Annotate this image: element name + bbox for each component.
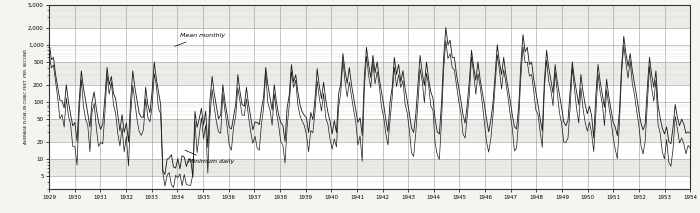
Text: Minimum daily: Minimum daily xyxy=(185,150,234,164)
Y-axis label: AVERAGE FLOW, IN CUBIC FEET  PER  SECOND: AVERAGE FLOW, IN CUBIC FEET PER SECOND xyxy=(24,49,28,144)
Bar xyxy=(49,119,690,142)
Bar xyxy=(49,5,690,27)
Bar xyxy=(49,62,690,85)
Text: Mean monthly: Mean monthly xyxy=(175,33,225,46)
Bar xyxy=(49,159,690,176)
